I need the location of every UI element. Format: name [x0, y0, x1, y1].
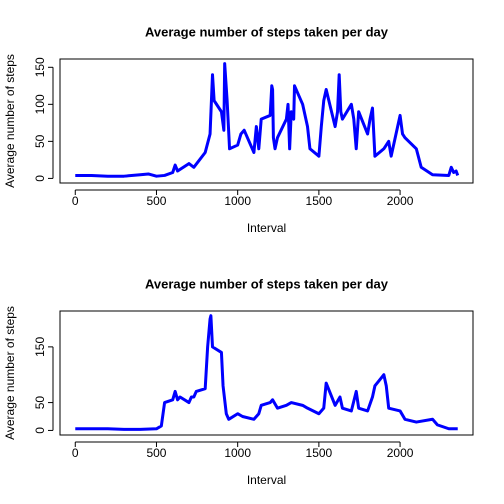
x-tick-label: 2000 [387, 446, 414, 460]
y-tick-label: 150 [33, 57, 47, 77]
y-tick-label: 0 [33, 175, 47, 182]
x-tick-label: 1000 [224, 194, 251, 208]
x-tick-label: 0 [72, 194, 79, 208]
chart-title: Average number of steps taken per day [145, 276, 389, 291]
y-tick-label: 100 [33, 94, 47, 114]
y-tick-label: 50 [33, 396, 47, 410]
x-tick-label: 1000 [224, 446, 251, 460]
plot-box [59, 58, 474, 184]
x-tick-label: 0 [72, 446, 79, 460]
y-axis-label: Average number of steps [3, 54, 17, 188]
plot-box [59, 310, 474, 436]
x-axis-label: Interval [247, 473, 286, 487]
data-line [75, 62, 460, 178]
x-tick-label: 500 [146, 446, 166, 460]
x-tick-label: 2000 [387, 194, 414, 208]
x-tick-label: 1500 [306, 446, 333, 460]
y-tick-label: 150 [33, 337, 47, 357]
y-axis-label: Average number of steps [3, 306, 17, 440]
data-line [75, 314, 458, 431]
x-tick-label: 500 [146, 194, 166, 208]
y-tick-label: 0 [33, 427, 47, 434]
x-tick-label: 1500 [306, 194, 333, 208]
chart-title: Average number of steps taken per day [145, 24, 389, 39]
x-axis-label: Interval [247, 221, 286, 235]
y-tick-label: 50 [33, 134, 47, 148]
